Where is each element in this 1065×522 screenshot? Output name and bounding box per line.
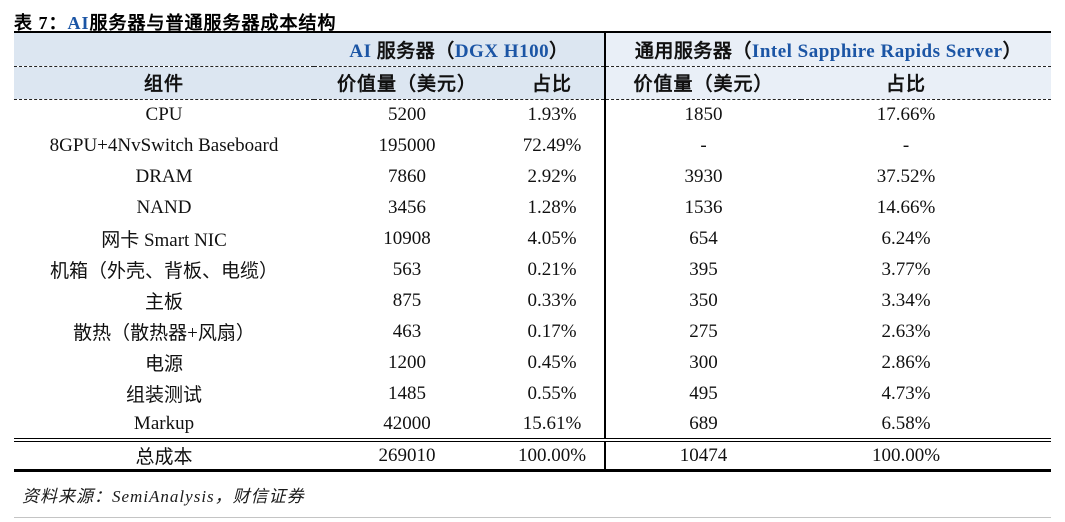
- cell-ai-share: 72.49%: [522, 134, 582, 156]
- cell-gp-value: -: [604, 130, 801, 161]
- table-row: 主板 875 0.33% 350 3.34%: [14, 285, 1051, 316]
- cell-ai-value: 1200: [388, 351, 426, 373]
- cell-gp-share: 3.34%: [881, 289, 931, 311]
- cell-gp-share: 14.66%: [876, 196, 936, 218]
- cell-ai-share: 0.17%: [527, 320, 577, 342]
- colheader-share-gp: 占比: [801, 66, 1051, 100]
- group-header-corner: [14, 32, 314, 67]
- cell-ai-share: 0.45%: [527, 351, 577, 373]
- cell-ai-share: 1.28%: [527, 196, 577, 218]
- cell-ai-share: 2.92%: [527, 165, 577, 187]
- cell-component: 网卡 Smart NIC: [101, 230, 227, 251]
- cell-gp-share: 17.66%: [876, 103, 936, 125]
- bottom-divider: [14, 517, 1051, 518]
- cell-gp-value: 689: [604, 409, 801, 440]
- cell-component: 电源: [144, 354, 183, 375]
- colheader-component: 组件: [14, 66, 314, 100]
- group-left-seg-ai: AI: [349, 40, 372, 62]
- cell-gp-value: 275: [604, 316, 801, 347]
- cell-total-ai-value: 269010: [314, 438, 500, 471]
- source-note: 资料来源：SemiAnalysis，财信证券: [22, 487, 305, 506]
- column-header-row: 组件 价值量（美元） 占比 价值量（美元） 占比: [14, 66, 1051, 100]
- cell-gp-value: 350: [604, 285, 801, 316]
- cell-component: CPU: [145, 103, 183, 125]
- cost-structure-table: AI 服务器（DGX H100） 通用服务器（Intel Sapphire Ra…: [14, 31, 1051, 472]
- table-title: 表 7：AI服务器与普通服务器成本结构: [14, 0, 1051, 33]
- colheader-value-gp: 价值量（美元）: [604, 66, 801, 100]
- cell-ai-value: 42000: [383, 412, 431, 434]
- cell-component: NAND: [136, 196, 192, 218]
- cell-gp-value: 395: [604, 254, 801, 285]
- table-row: NAND 3456 1.28% 1536 14.66%: [14, 192, 1051, 223]
- cell-component: 散热（散热器+风扇）: [73, 323, 255, 344]
- table-title-prefix: 表 7：: [14, 13, 68, 33]
- cell-ai-share: 15.61%: [522, 412, 582, 434]
- cell-ai-value: 7860: [388, 165, 426, 187]
- table-row: 8GPU+4NvSwitch Baseboard 195000 72.49% -…: [14, 130, 1051, 161]
- group-left-seg-model: DGX H100: [454, 40, 550, 62]
- table-row: 组装测试 1485 0.55% 495 4.73%: [14, 378, 1051, 409]
- cell-ai-value: 563: [392, 258, 422, 280]
- cell-gp-value: 1850: [604, 99, 801, 130]
- cell-ai-share: 1.93%: [527, 103, 577, 125]
- table-title-ai: AI: [67, 13, 90, 33]
- table-row: Markup 42000 15.61% 689 6.58%: [14, 409, 1051, 440]
- cell-gp-value: 495: [604, 378, 801, 409]
- group-header-general-server: 通用服务器（Intel Sapphire Rapids Server）: [604, 32, 1051, 67]
- cell-gp-share: 6.24%: [881, 227, 931, 249]
- cell-total-gp-value: 10474: [604, 438, 801, 471]
- cell-ai-value: 3456: [388, 196, 426, 218]
- cell-ai-share: 0.21%: [527, 258, 577, 280]
- cell-component: 主板: [144, 292, 183, 313]
- group-right-seg-cn: 通用服务器（: [634, 40, 752, 62]
- cell-component: 8GPU+4NvSwitch Baseboard: [49, 134, 279, 156]
- table-row: 机箱（外壳、背板、电缆） 563 0.21% 395 3.77%: [14, 254, 1051, 285]
- cell-gp-share: 2.86%: [881, 351, 931, 373]
- cell-gp-value: 3930: [604, 161, 801, 192]
- cell-total-label: 总成本: [14, 438, 314, 471]
- cell-gp-share: 3.77%: [881, 258, 931, 280]
- cell-gp-value: 654: [604, 223, 801, 254]
- table-row: CPU 5200 1.93% 1850 17.66%: [14, 99, 1051, 130]
- cell-ai-value: 195000: [378, 134, 436, 156]
- cell-ai-value: 463: [392, 320, 422, 342]
- table-row: 电源 1200 0.45% 300 2.86%: [14, 347, 1051, 378]
- colheader-share-ai: 占比: [500, 66, 605, 100]
- cell-gp-value: 1536: [604, 192, 801, 223]
- table-row: 网卡 Smart NIC 10908 4.05% 654 6.24%: [14, 223, 1051, 254]
- group-right-seg-paren: ）: [1002, 40, 1023, 62]
- cell-total-gp-share: 100.00%: [801, 438, 1051, 471]
- cell-ai-value: 10908: [383, 227, 431, 249]
- cell-ai-share: 0.55%: [527, 382, 577, 404]
- cell-ai-value: 875: [392, 289, 422, 311]
- cell-component: Markup: [133, 412, 195, 434]
- group-left-seg-paren: ）: [549, 40, 569, 62]
- cell-total-ai-share: 100.00%: [500, 438, 605, 471]
- table-row: DRAM 7860 2.92% 3930 37.52%: [14, 161, 1051, 192]
- cell-ai-value: 1485: [388, 382, 426, 404]
- table-row: 散热（散热器+风扇） 463 0.17% 275 2.63%: [14, 316, 1051, 347]
- group-header-row: AI 服务器（DGX H100） 通用服务器（Intel Sapphire Ra…: [14, 32, 1051, 67]
- cell-component: 组装测试: [125, 385, 202, 406]
- cell-component: DRAM: [135, 165, 193, 187]
- cell-gp-share: 4.73%: [881, 382, 931, 404]
- cell-gp-share: 6.58%: [881, 412, 931, 434]
- cell-gp-share: 2.63%: [881, 320, 931, 342]
- cell-ai-value: 5200: [388, 103, 426, 125]
- colheader-value-ai: 价值量（美元）: [314, 66, 500, 100]
- cell-gp-share: -: [902, 134, 910, 156]
- total-row: 总成本 269010 100.00% 10474 100.00%: [14, 438, 1051, 471]
- group-right-seg-model: Intel Sapphire Rapids Server: [751, 40, 1003, 62]
- cell-gp-share: 37.52%: [876, 165, 936, 187]
- cell-component: 机箱（外壳、背板、电缆）: [49, 261, 278, 282]
- cell-ai-share: 0.33%: [527, 289, 577, 311]
- cell-ai-share: 4.05%: [527, 227, 577, 249]
- cell-gp-value: 300: [604, 347, 801, 378]
- group-header-ai-server: AI 服务器（DGX H100）: [314, 32, 605, 67]
- table-title-rest: 服务器与普通服务器成本结构: [89, 13, 337, 33]
- group-left-seg-cn: 服务器（: [371, 40, 455, 62]
